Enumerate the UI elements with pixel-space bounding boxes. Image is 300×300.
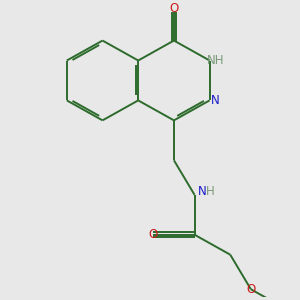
Text: O: O — [246, 283, 256, 296]
Text: N: N — [211, 94, 220, 107]
Text: O: O — [149, 228, 158, 241]
Text: O: O — [169, 2, 178, 15]
Text: H: H — [206, 185, 215, 199]
Text: N: N — [197, 185, 206, 199]
Text: NH: NH — [207, 54, 225, 67]
